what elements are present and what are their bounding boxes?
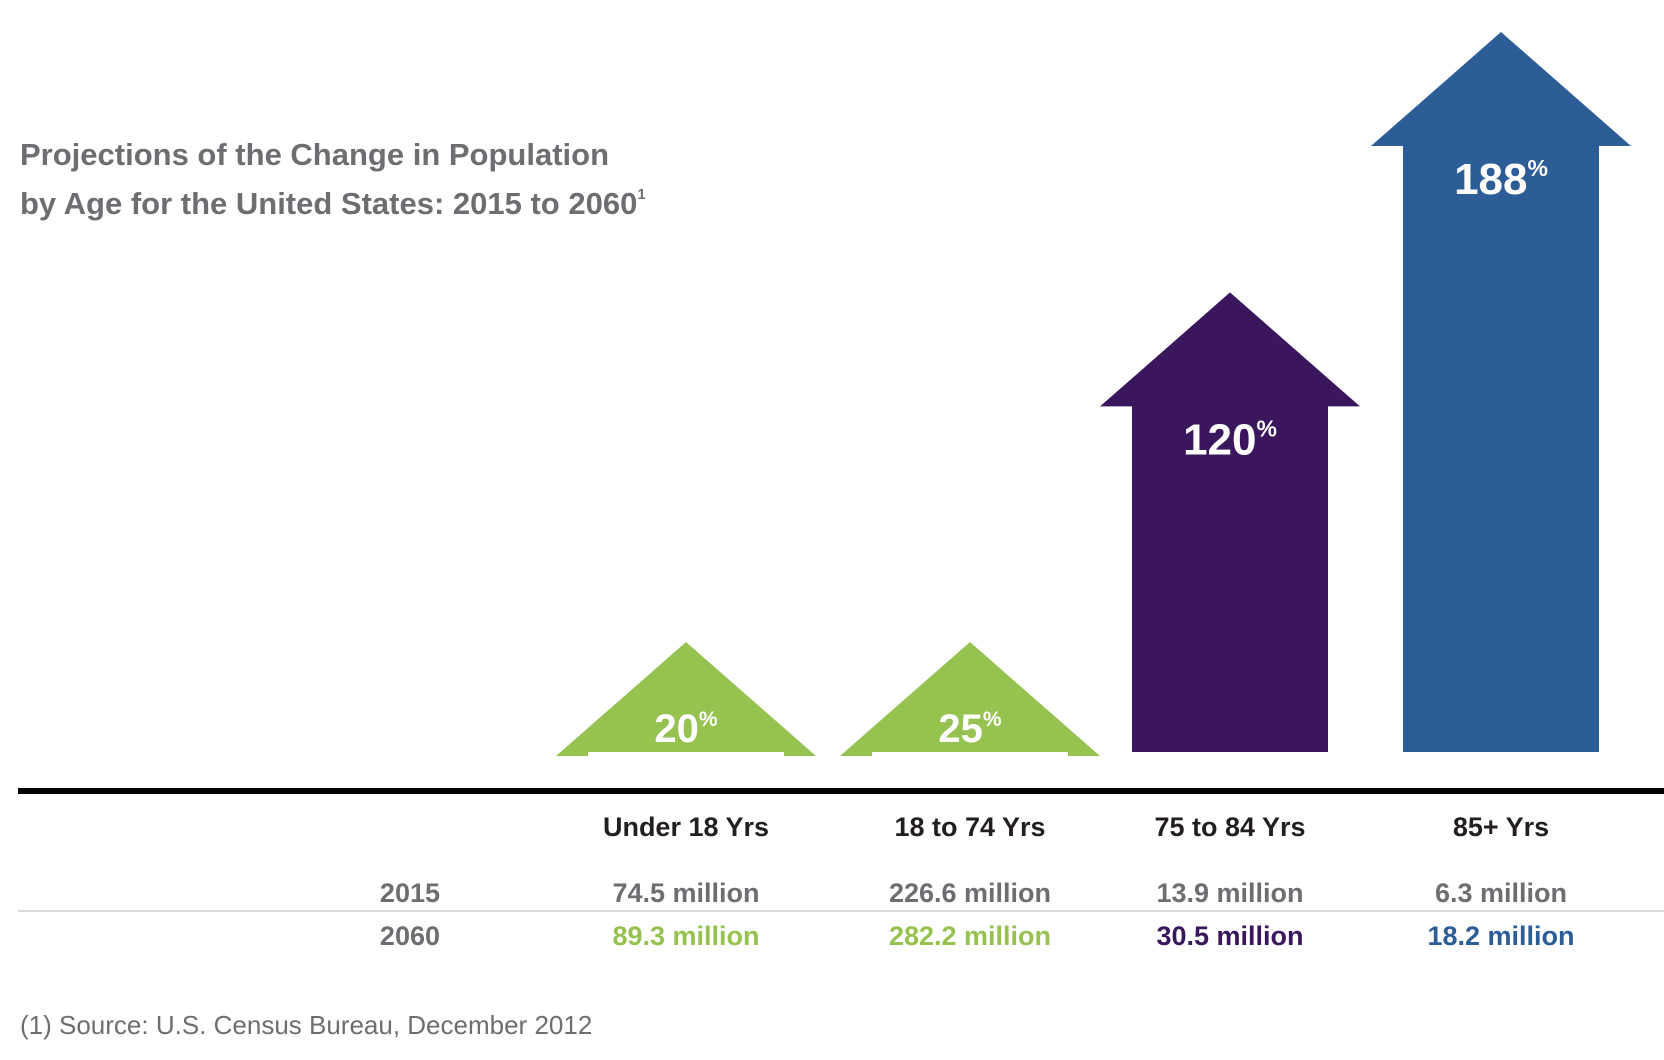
value-2060-2: 282.2 million [889, 921, 1051, 951]
category-label-2: 18 to 74 Yrs [894, 812, 1045, 842]
percent-label-1: 20% [654, 707, 718, 751]
value-2015-3: 13.9 million [1156, 878, 1303, 908]
table-values: 74.5 million 89.3 million 226.6 million 282… [612, 878, 1574, 951]
value-2015-1: 74.5 million [612, 878, 759, 908]
percent-label-2: 25% [938, 707, 1002, 751]
chart-title-line-2-text: by Age for the United States: 2015 to 20… [20, 186, 637, 221]
title-footnote-mark: 1 [637, 186, 645, 203]
arrow-bars: 20% 25% 120% 188% [556, 32, 1631, 756]
value-2060-4: 18.2 million [1427, 921, 1574, 951]
arrow-bar-3 [1100, 292, 1360, 752]
category-label-3: 75 to 84 Yrs [1154, 812, 1305, 842]
arrow-bar-1 [556, 642, 816, 756]
percent-label-4: 188% [1454, 155, 1548, 204]
value-2060-3: 30.5 million [1156, 921, 1303, 951]
arrow-bar-4 [1371, 32, 1631, 752]
value-2060-1: 89.3 million [612, 921, 759, 951]
arrow-bar-2 [840, 642, 1100, 756]
value-2015-4: 6.3 million [1435, 878, 1567, 908]
category-label-4: 85+ Yrs [1453, 812, 1549, 842]
chart-title-line-2: by Age for the United States: 2015 to 20… [20, 186, 646, 221]
row-label-2060: 2060 [380, 921, 440, 951]
source-footnote: (1) Source: U.S. Census Bureau, December… [20, 1010, 592, 1040]
category-label-1: Under 18 Yrs [603, 812, 769, 842]
chart-title-line-1: Projections of the Change in Population [20, 137, 609, 172]
percent-label-3: 120% [1183, 415, 1277, 464]
value-2015-2: 226.6 million [889, 878, 1051, 908]
chart-title: Projections of the Change in Population … [20, 137, 646, 221]
row-label-2015: 2015 [380, 878, 440, 908]
category-labels: Under 18 Yrs 18 to 74 Yrs 75 to 84 Yrs 85+ … [603, 812, 1549, 842]
